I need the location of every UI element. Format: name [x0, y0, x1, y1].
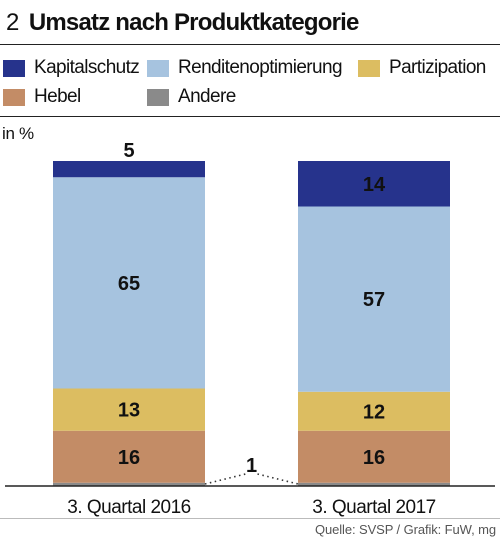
- legend-item-hebel: Hebel: [3, 85, 81, 109]
- data-label-renditenoptimierung-2: 57: [363, 289, 385, 311]
- source-note: Quelle: SVSP / Grafik: FuW, mg: [315, 522, 496, 537]
- bar-andere-1: [53, 482, 205, 486]
- chart-title: Umsatz nach Produktkategorie: [28, 9, 360, 36]
- data-label-partizipation-2: 12: [363, 401, 385, 423]
- legend-label-andere: Andere: [178, 86, 236, 107]
- legend-label-kapitalschutz: Kapitalschutz: [34, 57, 140, 78]
- legend-item-andere: Andere: [147, 85, 236, 109]
- data-label-kapitalschutz-1: 5: [123, 140, 134, 162]
- bar-andere-2: [298, 482, 450, 486]
- legend-swatch-partizipation: [358, 59, 380, 77]
- legend-item-kapitalschutz: Kapitalschutz: [3, 56, 140, 80]
- bar-kapitalschutz-2: [298, 161, 450, 207]
- category-label-1: 3. Quartal 2016: [67, 497, 190, 518]
- legend-label-hebel: Hebel: [34, 86, 81, 107]
- legend-swatch-kapitalschutz: [3, 59, 25, 77]
- data-label-hebel-2: 16: [363, 447, 385, 469]
- legend-label-partizipation: Partizipation: [389, 57, 486, 78]
- bar-renditenoptimierung-2: [298, 206, 450, 392]
- andere-connector-right: [257, 473, 299, 485]
- legend: Kapitalschutz Renditenoptimierung Partiz…: [0, 52, 500, 112]
- bar-partizipation-2: [298, 391, 450, 431]
- legend-item-partizipation: Partizipation: [358, 56, 486, 80]
- legend-swatch-renditenoptimierung: [147, 59, 169, 77]
- andere-connector-left: [204, 473, 246, 485]
- bar-hebel-1: [53, 430, 205, 483]
- data-label-renditenoptimierung-1: 65: [118, 273, 140, 295]
- legend-rule: [0, 116, 500, 117]
- data-label-kapitalschutz-2: 14: [363, 174, 386, 196]
- bar-kapitalschutz-1: [53, 161, 205, 178]
- footer-rule: [0, 518, 500, 519]
- data-label-andere-callout: 1: [246, 455, 257, 477]
- header-rule: [0, 44, 500, 45]
- figure-number: 2: [6, 9, 19, 36]
- chart-header: 2 Umsatz nach Produktkategorie: [6, 6, 496, 40]
- legend-swatch-hebel: [3, 88, 25, 106]
- data-label-partizipation-1: 13: [118, 400, 140, 422]
- unit-label: in %: [2, 124, 34, 143]
- legend-item-renditenoptimierung: Renditenoptimierung: [147, 56, 343, 80]
- data-label-hebel-1: 16: [118, 447, 140, 469]
- legend-swatch-andere: [147, 88, 169, 106]
- bar-hebel-2: [298, 430, 450, 483]
- bar-partizipation-1: [53, 388, 205, 431]
- legend-label-renditenoptimierung: Renditenoptimierung: [178, 57, 343, 78]
- bar-renditenoptimierung-1: [53, 177, 205, 389]
- category-label-2: 3. Quartal 2017: [312, 497, 435, 518]
